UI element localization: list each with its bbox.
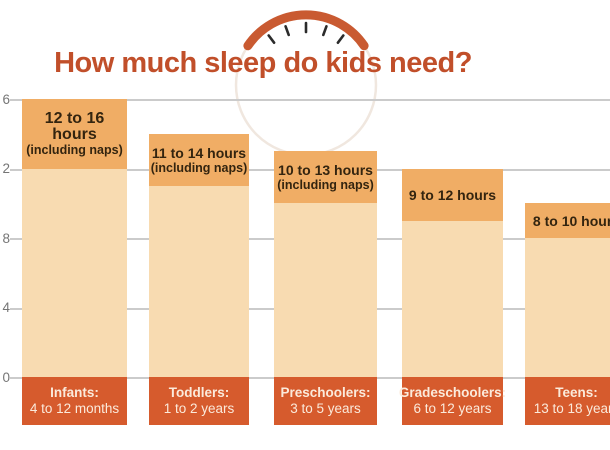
y-tick-label-0: 0 <box>2 370 10 385</box>
base-block-teens <box>525 238 610 377</box>
range-block-gradeschoolers: 9 to 12 hours <box>402 169 503 221</box>
range-block-infants: 12 to 16 hours (including naps) <box>22 99 127 169</box>
range-label: 12 to 16 <box>44 110 105 127</box>
range-label: 10 to 13 hours <box>278 162 373 178</box>
base-block-infants <box>22 169 127 377</box>
bar-preschoolers: 10 to 13 hours (including naps) Preschoo… <box>274 0 377 450</box>
y-tick-label-16: 6 <box>2 92 10 107</box>
category-age-range: 3 to 5 years <box>290 401 361 416</box>
category-label-gradeschoolers: Gradeschoolers: 6 to 12 years <box>398 377 507 425</box>
range-block-preschoolers: 10 to 13 hours (including naps) <box>274 151 377 203</box>
range-label: hours <box>52 126 97 143</box>
base-block-gradeschoolers <box>402 221 503 377</box>
range-block-teens: 8 to 10 hours <box>525 203 610 238</box>
range-sublabel: (including naps) <box>150 161 248 175</box>
category-title: Toddlers: <box>168 385 230 400</box>
bar-infants: 12 to 16 hours (including naps) Infants:… <box>22 0 127 450</box>
category-title: Preschoolers: <box>280 385 371 400</box>
range-label: 9 to 12 hours <box>408 187 497 203</box>
category-age-range: 1 to 2 years <box>163 401 235 416</box>
category-label-toddlers: Toddlers: 1 to 2 years <box>149 377 249 425</box>
bar-gradeschoolers: 9 to 12 hours Gradeschoolers: 6 to 12 ye… <box>398 0 507 450</box>
clock-tick-marks <box>267 21 345 45</box>
base-block-preschoolers <box>274 203 377 377</box>
category-age-range: 13 to 18 years <box>533 401 610 416</box>
range-block-toddlers: 11 to 14 hours (including naps) <box>149 134 249 186</box>
range-sublabel: (including naps) <box>26 143 123 157</box>
category-age-range: 6 to 12 years <box>413 401 492 416</box>
gridline-16h <box>10 99 610 101</box>
category-age-range: 4 to 12 months <box>29 401 120 416</box>
y-tick-label-12: 2 <box>2 161 10 176</box>
category-label-infants: Infants: 4 to 12 months <box>22 377 127 425</box>
range-label: 8 to 10 hours <box>532 212 610 229</box>
category-label-preschoolers: Preschoolers: 3 to 5 years <box>274 377 377 425</box>
category-title: Infants: <box>50 385 99 400</box>
range-sublabel: (including naps) <box>277 178 374 192</box>
base-block-toddlers <box>149 186 249 377</box>
category-label-teens: Teens: 13 to 18 years <box>525 377 610 425</box>
bar-teens: 8 to 10 hours Teens: 13 to 18 years <box>525 0 610 450</box>
y-tick-label-8: 8 <box>2 231 10 246</box>
category-title: Gradeschoolers: <box>398 385 507 400</box>
clock-arc <box>243 10 369 51</box>
category-title: Teens: <box>555 385 598 400</box>
bar-toddlers: 11 to 14 hours (including naps) Toddlers… <box>149 0 249 450</box>
y-tick-label-4: 4 <box>2 300 10 315</box>
page-title: How much sleep do kids need? <box>54 47 472 79</box>
range-label: 11 to 14 hours <box>151 145 247 161</box>
